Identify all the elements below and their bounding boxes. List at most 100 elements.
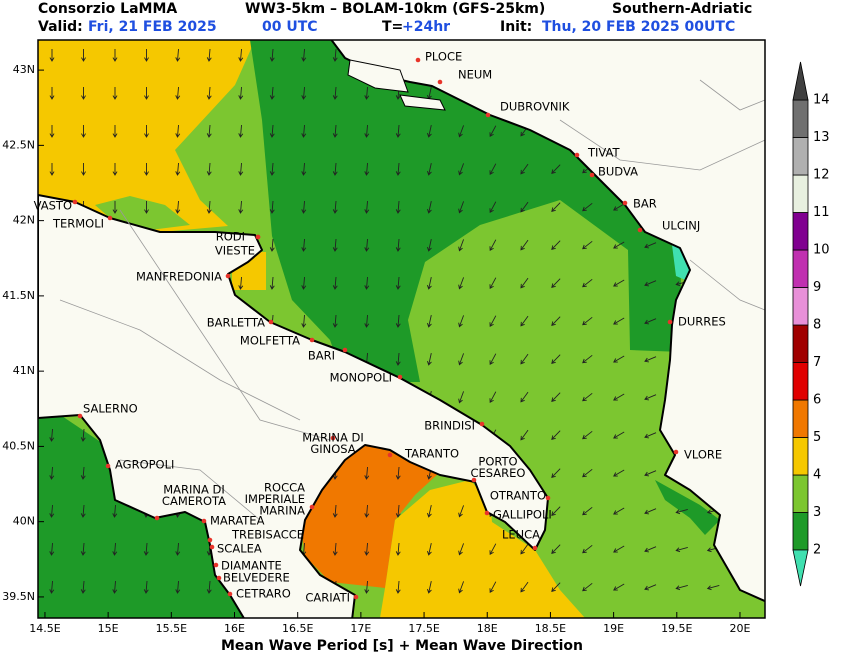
direction-arrow bbox=[427, 239, 432, 252]
direction-arrow bbox=[613, 355, 625, 363]
direction-arrow bbox=[364, 162, 370, 176]
direction-arrow bbox=[81, 125, 86, 138]
direction-arrow bbox=[395, 542, 401, 556]
direction-arrow bbox=[613, 279, 625, 287]
colorbar-label: 6 bbox=[813, 393, 821, 408]
direction-arrow bbox=[49, 504, 55, 518]
sea-field bbox=[95, 196, 190, 230]
direction-arrow bbox=[81, 87, 86, 100]
direction-arrow bbox=[395, 124, 401, 138]
city-label: CESAREO bbox=[471, 466, 526, 480]
direction-arrow bbox=[675, 509, 688, 515]
direction-arrow bbox=[489, 391, 497, 404]
direction-arrow bbox=[489, 239, 497, 252]
lat-tick-label: 39.5N bbox=[2, 590, 35, 603]
direction-arrow bbox=[582, 506, 593, 516]
city-dot bbox=[107, 215, 113, 221]
direction-arrow bbox=[49, 580, 55, 594]
direction-arrow bbox=[112, 125, 118, 138]
lat-tick-label: 42N bbox=[13, 214, 35, 227]
direction-arrow bbox=[458, 239, 465, 252]
city-dot bbox=[309, 337, 315, 343]
colorbar-label: 2 bbox=[813, 543, 821, 558]
lon-tick-label: 20E bbox=[730, 622, 751, 635]
colorbar-box bbox=[792, 437, 809, 476]
direction-arrow bbox=[395, 352, 401, 366]
direction-arrow bbox=[49, 466, 55, 480]
city-label: TERMOLI bbox=[52, 217, 104, 231]
direction-arrow bbox=[551, 430, 561, 440]
city-dot bbox=[216, 575, 222, 581]
direction-arrow bbox=[427, 163, 432, 176]
direction-arrow bbox=[238, 124, 244, 138]
direction-arrow bbox=[206, 162, 212, 176]
direction-arrow bbox=[364, 542, 370, 556]
direction-arrow bbox=[49, 125, 55, 138]
direction-arrow bbox=[364, 124, 370, 138]
colorbar-label: 12 bbox=[813, 168, 830, 183]
direction-arrow bbox=[520, 429, 529, 441]
direction-arrow bbox=[489, 581, 497, 594]
direction-arrow bbox=[144, 49, 149, 62]
city-dot bbox=[589, 172, 595, 178]
direction-arrow bbox=[269, 238, 275, 252]
direction-arrow bbox=[80, 466, 86, 480]
valid-label: Valid: bbox=[38, 19, 83, 35]
direction-arrow bbox=[458, 163, 465, 176]
city-dot bbox=[77, 413, 83, 419]
colorbar-label: 8 bbox=[813, 318, 821, 333]
direction-arrow bbox=[332, 238, 338, 252]
direction-arrow bbox=[395, 466, 401, 480]
direction-arrow bbox=[551, 278, 561, 288]
direction-arrow bbox=[332, 86, 338, 100]
city-dot bbox=[437, 79, 443, 85]
colorbar-box bbox=[792, 474, 809, 513]
direction-arrow bbox=[238, 200, 244, 214]
direction-arrow bbox=[551, 468, 561, 478]
city-label: BARI bbox=[308, 349, 335, 363]
model: WW3-5km – BOLAM-10km (GFS-25km) bbox=[245, 1, 545, 17]
city-dot bbox=[105, 463, 111, 469]
city-dot bbox=[484, 510, 490, 516]
colorbar-label: 4 bbox=[813, 468, 821, 483]
colorbar-label: 5 bbox=[813, 430, 821, 445]
colorbar-box bbox=[792, 287, 809, 326]
direction-arrow bbox=[520, 277, 529, 289]
direction-arrow bbox=[364, 314, 370, 328]
lon-tick-label: 14.5E bbox=[29, 622, 60, 635]
direction-arrow bbox=[675, 585, 688, 591]
direction-arrow bbox=[613, 241, 625, 249]
colorbar-high bbox=[792, 61, 809, 101]
direction-arrow bbox=[582, 582, 593, 592]
frame bbox=[37, 39, 766, 619]
direction-arrow bbox=[395, 504, 401, 518]
direction-arrow bbox=[112, 504, 118, 518]
city-dot bbox=[330, 435, 336, 441]
direction-arrow bbox=[644, 394, 657, 401]
direction-arrow bbox=[520, 353, 529, 365]
direction-arrow bbox=[364, 504, 370, 518]
direction-arrow bbox=[582, 316, 593, 326]
city-label: LEUCA bbox=[502, 528, 540, 542]
island bbox=[347, 59, 409, 93]
lon-tick-label: 17E bbox=[350, 622, 371, 635]
direction-arrow bbox=[80, 504, 86, 518]
direction-arrow bbox=[301, 276, 307, 290]
border-line bbox=[699, 79, 765, 111]
direction-arrow bbox=[81, 49, 86, 62]
direction-arrow bbox=[582, 278, 593, 288]
direction-arrow bbox=[332, 200, 338, 214]
direction-arrow bbox=[269, 86, 275, 100]
city-label: IMPERIALE bbox=[245, 492, 305, 506]
city-dot bbox=[415, 57, 421, 63]
direction-arrow bbox=[520, 581, 529, 593]
city-dot bbox=[397, 374, 403, 380]
direction-arrow bbox=[551, 354, 561, 364]
city-label: MOLFETTA bbox=[240, 334, 300, 348]
direction-arrow bbox=[144, 201, 149, 214]
city-label: MARINA DI bbox=[302, 431, 364, 445]
city-label: CETRARO bbox=[236, 587, 291, 601]
direction-arrow bbox=[238, 48, 244, 62]
direction-arrow bbox=[175, 48, 181, 62]
city-label: TARANTO bbox=[404, 447, 459, 461]
